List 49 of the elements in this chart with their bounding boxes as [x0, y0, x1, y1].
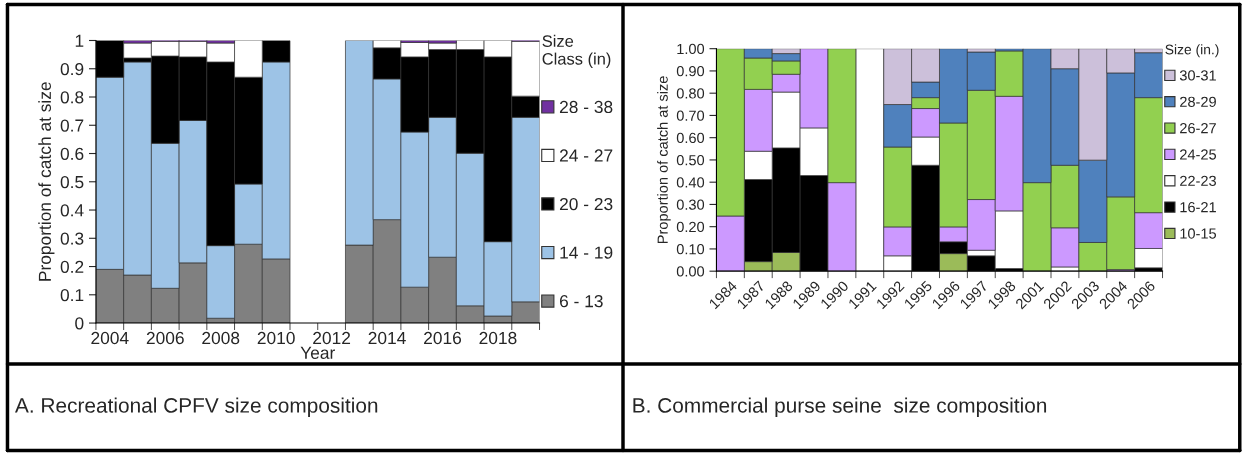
x-tick-label: 2018 [479, 331, 517, 345]
x-tick-label: 2010 [257, 331, 295, 345]
y-tick-label: 0.20 [676, 221, 705, 233]
y-tick-label: 1.00 [677, 43, 705, 55]
legend-label: 20 - 23 [559, 197, 613, 211]
y-tick-label: 0.60 [676, 132, 705, 144]
y-tick-label: 0.10 [676, 244, 705, 255]
legend-title: Size Class (in) [542, 34, 611, 68]
y-tick-label: 0.3 [60, 232, 84, 245]
y-tick-label: 0.9 [60, 62, 84, 76]
x-tick-label: 2008 [202, 331, 240, 345]
y-tick-label: 0.00 [676, 266, 705, 277]
x-tick-label: 2014 [368, 331, 406, 345]
y-tick-label: 0.30 [676, 199, 705, 210]
y-tick-label: 0 [75, 317, 84, 330]
y-tick-label: 0.2 [60, 260, 84, 273]
y-tick-label: 0.5 [60, 175, 84, 189]
legend-title: Size (in.) [1165, 44, 1219, 58]
legend-label: 24-25 [1180, 149, 1217, 160]
y-tick-label: 0.90 [676, 66, 705, 77]
legend-label: 6 - 13 [559, 295, 603, 308]
legend-label: 30-31 [1179, 70, 1216, 81]
y-tick-label: 0.70 [676, 110, 705, 121]
x-tick-label: 2016 [424, 331, 462, 345]
y-axis-title: Proportion of catch at size [38, 82, 55, 281]
x-axis-title: Year [300, 346, 335, 359]
x-tick-label: 2004 [91, 331, 129, 345]
y-tick-label: 0.4 [60, 204, 84, 217]
x-tick-label: 2006 [146, 331, 184, 345]
x-tick-label: 2012 [313, 331, 351, 345]
y-tick-label: 0.50 [676, 155, 705, 166]
legend-label: 28-29 [1180, 96, 1216, 107]
legend-label: 26-27 [1180, 122, 1216, 134]
text: B. Commercial purse seine size composition [633, 397, 1047, 417]
y-tick-label: 0.8 [60, 91, 84, 104]
y-tick-label: 0.1 [60, 288, 84, 302]
legend-label: 16-21 [1180, 202, 1216, 213]
y-tick-label: 0.7 [60, 119, 84, 132]
text: A. Recreational CPFV size composition [14, 397, 378, 417]
legend-label: 14 - 19 [560, 246, 613, 259]
y-tick-label: 0.6 [60, 147, 84, 160]
y-tick-label: 0.40 [676, 177, 705, 188]
y-axis-title: Proportion of catch at size [657, 76, 671, 244]
legend-label: 22-23 [1180, 175, 1216, 186]
legend-label: 10-15 [1180, 228, 1217, 239]
legend-label: 28 - 38 [559, 100, 613, 114]
y-tick-label: 1 [75, 34, 84, 47]
y-tick-label: 0.80 [676, 88, 705, 99]
legend-label: 24 - 27 [559, 149, 613, 162]
